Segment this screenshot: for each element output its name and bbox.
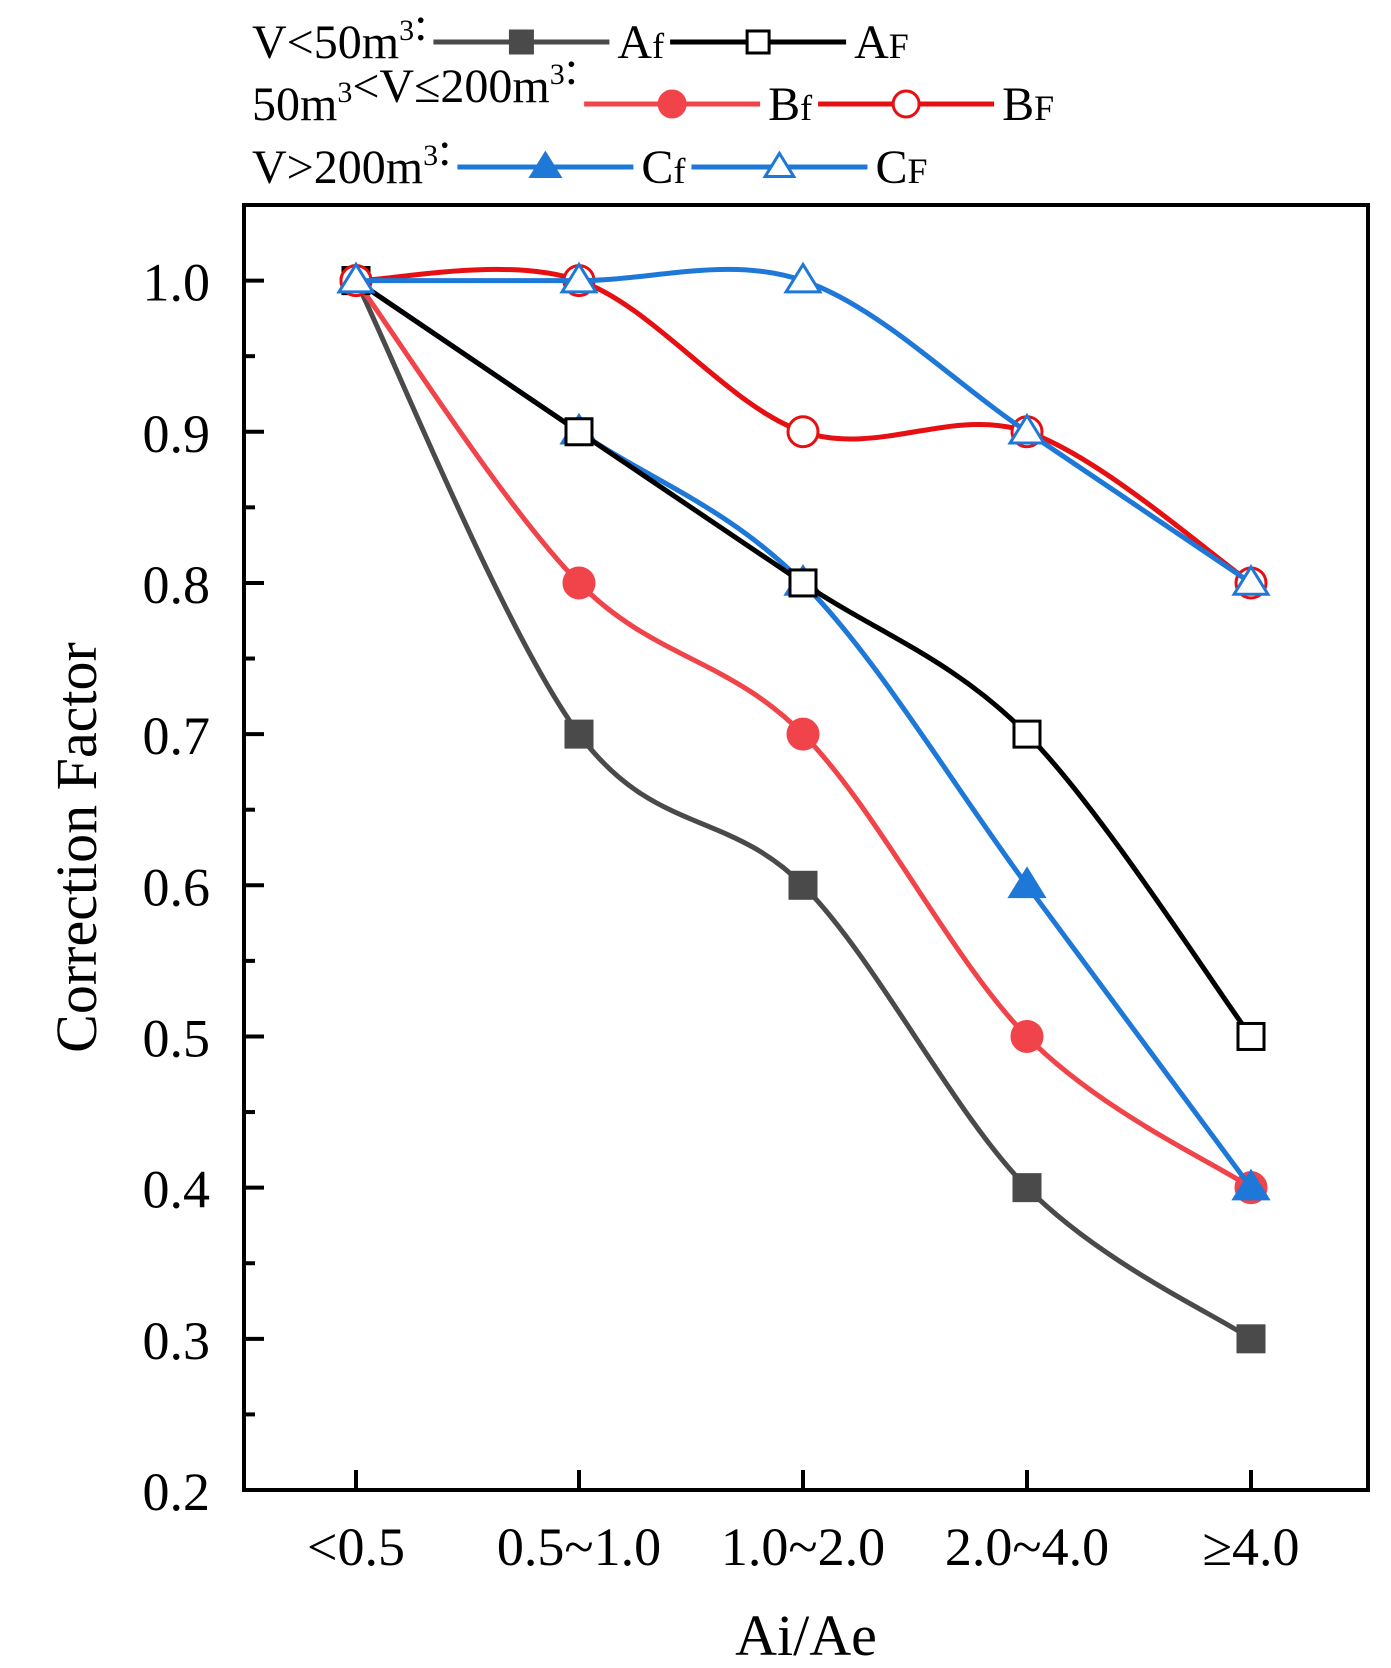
legend-marker — [528, 150, 563, 179]
legend-row: 50m3<V≤200m3: Bf BF — [252, 42, 1054, 131]
y-tick-label: 0.8 — [143, 555, 211, 615]
plot-frame — [242, 203, 1370, 1492]
data-point-Af — [1012, 1173, 1042, 1203]
y-tick-label: 0.4 — [143, 1160, 211, 1220]
data-point-CF — [1231, 563, 1271, 596]
legend-item-CF: CF — [691, 141, 927, 194]
series-layer — [336, 261, 1271, 1354]
legend-item-Bf: Bf — [584, 78, 812, 131]
series-CF — [336, 261, 1271, 596]
legend-item-BF: BF — [818, 78, 1054, 131]
data-point-AF — [564, 417, 594, 447]
data-point-Af — [1236, 1324, 1266, 1354]
data-point-Cf — [1231, 1168, 1271, 1201]
series-BF — [339, 264, 1268, 600]
data-point-Bf — [1010, 1019, 1044, 1053]
data-point-CF — [336, 261, 376, 294]
legend-item-AF: AF — [670, 16, 909, 69]
x-tick-label: 0.5~1.0 — [497, 1517, 661, 1577]
data-point-CF — [783, 261, 823, 294]
legend-series-name: CF — [875, 141, 927, 194]
legend-series-name: Bf — [768, 78, 812, 131]
data-point-Af — [788, 870, 818, 900]
data-point-CF — [1007, 412, 1047, 445]
legend-group-label: V<50m3: — [252, 0, 427, 69]
x-tick-label: 1.0~2.0 — [721, 1517, 885, 1577]
series-Bf — [339, 264, 1268, 1205]
legend-marker — [745, 29, 771, 55]
y-tick-label: 0.6 — [143, 857, 211, 917]
legend-marker — [657, 89, 687, 119]
legend-series-name: AF — [854, 16, 909, 69]
x-tick-label: <0.5 — [307, 1517, 405, 1577]
legend-row: V>200m3: Cf CF — [252, 123, 927, 194]
legend-series-name: BF — [1002, 78, 1054, 131]
legend-series-name: Af — [617, 16, 664, 69]
legend-item-Af: Af — [433, 16, 664, 69]
data-point-BF — [786, 415, 820, 449]
data-point-Bf — [562, 566, 596, 600]
y-tick-label: 0.7 — [143, 706, 211, 766]
legend-group-label: 50m3<V≤200m3: — [252, 42, 578, 131]
data-point-AF — [1012, 719, 1042, 749]
x-tick-label: 2.0~4.0 — [945, 1517, 1109, 1577]
legend-item-Cf: Cf — [457, 141, 685, 194]
legend-group-label: V>200m3: — [252, 123, 451, 194]
y-tick-label: 0.5 — [143, 1008, 211, 1068]
x-axis-label: Ai/Ae — [735, 1603, 877, 1668]
data-point-AF — [788, 568, 818, 598]
data-point-Cf — [1007, 866, 1047, 899]
legend-marker — [762, 150, 797, 179]
legend-series-name: Cf — [641, 141, 685, 194]
legend-row: V<50m3: Af AF — [252, 0, 909, 69]
x-axis: <0.5 0.5~1.0 1.0~2.0 2.0~4.0 ≥4.0 — [307, 1470, 1300, 1577]
y-tick-label: 0.9 — [143, 404, 211, 464]
legend: V<50m3: Af AF 50m3<V≤200m3: Bf BF V>200m3: Cf CF — [252, 0, 1054, 194]
y-tick-label: 1.0 — [143, 253, 211, 313]
legend-marker — [508, 29, 534, 55]
series-line-AF — [354, 278, 1254, 1038]
x-tick-label: ≥4.0 — [1202, 1517, 1299, 1577]
data-point-CF — [559, 261, 599, 294]
y-tick-label: 0.2 — [143, 1462, 211, 1522]
series-AF — [341, 266, 1266, 1051]
y-axis: 0.2 0.3 0.4 0.5 0.6 0.7 0.8 0.9 1.0 — [143, 253, 264, 1522]
data-point-Bf — [786, 717, 820, 751]
y-tick-label: 0.3 — [143, 1311, 211, 1371]
data-point-AF — [1236, 1021, 1266, 1051]
legend-marker — [891, 89, 921, 119]
data-point-Af — [564, 719, 594, 749]
plot-area: 0.2 0.3 0.4 0.5 0.6 0.7 0.8 0.9 1.0 <0.5 0.5~1.0 1… — [143, 203, 1370, 1577]
y-axis-label: Correction Factor — [44, 642, 109, 1053]
